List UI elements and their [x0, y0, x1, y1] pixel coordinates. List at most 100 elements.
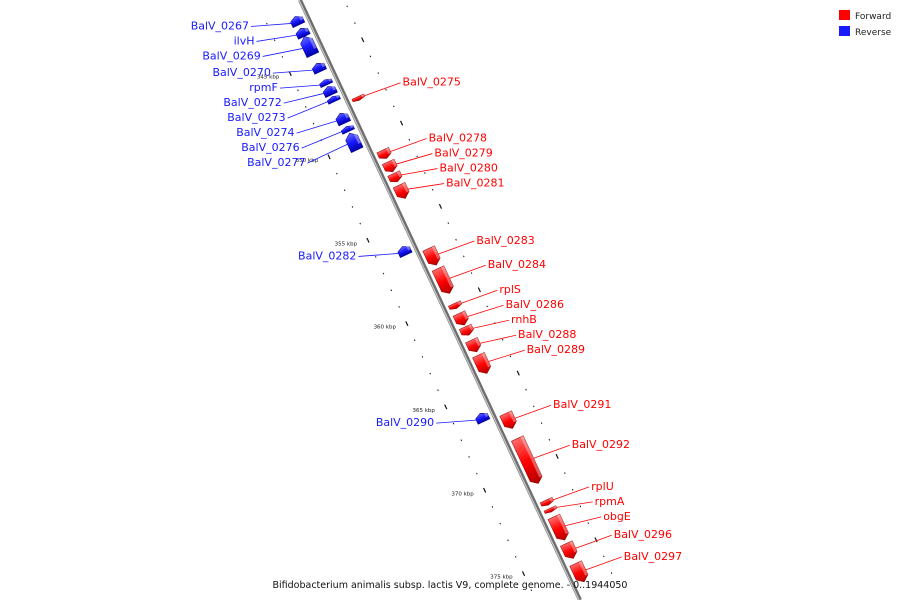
reverse-gene-label[interactable]: rpmF: [249, 81, 278, 94]
reverse-gene[interactable]: [396, 243, 413, 258]
forward-gene-arrow[interactable]: [392, 182, 411, 201]
forward-gene-arrow[interactable]: [452, 310, 470, 328]
gene-shine: [330, 83, 337, 91]
forward-gene[interactable]: [376, 147, 393, 161]
forward-gene-arrow[interactable]: [376, 147, 393, 161]
reverse-gene[interactable]: [334, 110, 352, 127]
reverse-gene[interactable]: [298, 33, 320, 58]
forward-gene[interactable]: [569, 560, 590, 585]
reverse-gene-label[interactable]: BalV_0274: [236, 126, 294, 139]
forward-gene[interactable]: [431, 265, 455, 296]
reverse-gene-label[interactable]: BalV_0269: [202, 49, 260, 62]
forward-gene-label[interactable]: BalV_0291: [553, 398, 611, 411]
reverse-gene-label[interactable]: BalV_0272: [223, 96, 281, 109]
reverse-gene-arrow[interactable]: [319, 77, 334, 88]
reverse-gene-label[interactable]: BalV_0276: [241, 141, 299, 154]
genome-axis-highlight: [298, 0, 580, 600]
reverse-gene[interactable]: [340, 123, 355, 135]
forward-gene[interactable]: [539, 497, 554, 507]
forward-gene-label[interactable]: rplU: [591, 480, 614, 493]
forward-gene[interactable]: [547, 513, 571, 543]
reverse-gene[interactable]: [311, 60, 327, 75]
forward-gene-arrow[interactable]: [431, 265, 455, 296]
reverse-gene[interactable]: [344, 130, 364, 153]
forward-gene-arrow[interactable]: [569, 560, 590, 585]
forward-gene[interactable]: [392, 182, 411, 201]
reverse-gene[interactable]: [319, 77, 334, 88]
reverse-gene[interactable]: [289, 13, 306, 28]
forward-gene-label[interactable]: BalV_0281: [446, 177, 504, 190]
legend-forward-label: Forward: [855, 12, 891, 22]
forward-gene-label[interactable]: rnhB: [511, 313, 537, 326]
forward-gene-arrow[interactable]: [465, 337, 483, 354]
kbp-tick-mark: [354, 22, 356, 24]
reverse-gene-arrow[interactable]: [289, 14, 306, 28]
reverse-gene-arrow[interactable]: [344, 130, 364, 153]
reverse-gene-label[interactable]: BalV_0290: [376, 416, 434, 429]
kbp-tick-mark: [424, 172, 426, 174]
reverse-gene-arrow[interactable]: [340, 124, 355, 135]
reverse-gene-label[interactable]: BalV_0270: [212, 66, 270, 79]
forward-gene-arrow[interactable]: [499, 410, 519, 431]
forward-gene-label[interactable]: BalV_0283: [476, 234, 534, 247]
forward-gene-label[interactable]: BalV_0289: [527, 343, 585, 356]
reverse-gene[interactable]: [295, 25, 311, 40]
forward-gene[interactable]: [448, 300, 463, 311]
reverse-gene[interactable]: [474, 410, 491, 425]
forward-gene-label[interactable]: rpmA: [595, 495, 625, 508]
reverse-gene-label[interactable]: BalV_0282: [298, 249, 356, 262]
forward-gene[interactable]: [511, 435, 544, 486]
kbp-tick-mark: [452, 422, 455, 425]
forward-gene-arrow[interactable]: [547, 513, 571, 543]
gene-shine: [303, 25, 309, 33]
gene-shine: [457, 300, 462, 306]
reverse-gene-label[interactable]: BalV_0273: [227, 111, 285, 124]
reverse-gene-arrow[interactable]: [295, 25, 311, 40]
reverse-gene-arrow[interactable]: [311, 60, 327, 75]
reverse-gene[interactable]: [326, 93, 341, 105]
forward-gene-label[interactable]: BalV_0284: [488, 258, 546, 271]
kbp-tick-label: 355 kbp: [335, 241, 358, 247]
forward-gene-arrow[interactable]: [458, 323, 475, 338]
forward-gene[interactable]: [387, 170, 404, 185]
forward-gene[interactable]: [458, 323, 475, 338]
forward-gene-arrow[interactable]: [422, 245, 443, 268]
reverse-gene-arrow[interactable]: [474, 410, 491, 425]
forward-gene[interactable]: [452, 310, 470, 328]
forward-gene-label[interactable]: BalV_0296: [614, 528, 672, 541]
forward-gene-arrow[interactable]: [472, 352, 493, 376]
forward-gene[interactable]: [422, 245, 443, 268]
forward-gene[interactable]: [472, 352, 493, 376]
reverse-gene-label[interactable]: BalV_0277: [247, 156, 305, 169]
forward-gene-arrow[interactable]: [381, 158, 398, 174]
reverse-gene[interactable]: [322, 83, 338, 98]
reverse-gene-label[interactable]: ilvH: [234, 34, 255, 47]
forward-gene-arrow[interactable]: [511, 435, 544, 486]
reverse-gene-arrow[interactable]: [298, 34, 320, 58]
forward-gene-label[interactable]: BalV_0278: [429, 132, 487, 145]
reverse-gene-arrow[interactable]: [396, 244, 413, 258]
forward-gene[interactable]: [499, 410, 519, 431]
forward-gene-label[interactable]: BalV_0286: [506, 298, 564, 311]
forward-gene-label[interactable]: BalV_0288: [518, 328, 576, 341]
gene-leader-line: [307, 143, 348, 164]
reverse-gene-arrow[interactable]: [326, 94, 341, 105]
forward-gene[interactable]: [543, 505, 558, 515]
forward-gene-label[interactable]: BalV_0292: [572, 438, 630, 451]
forward-gene-label[interactable]: BalV_0275: [403, 76, 461, 89]
forward-gene[interactable]: [351, 93, 366, 103]
forward-gene[interactable]: [465, 337, 483, 354]
forward-gene-label[interactable]: BalV_0297: [624, 550, 682, 563]
forward-gene-label[interactable]: BalV_0279: [434, 147, 492, 160]
forward-gene-label[interactable]: BalV_0280: [439, 162, 497, 175]
forward-gene-label[interactable]: obgE: [603, 510, 631, 523]
forward-gene-arrow[interactable]: [387, 170, 404, 185]
forward-gene-arrow[interactable]: [560, 540, 579, 561]
forward-gene[interactable]: [560, 540, 579, 561]
reverse-gene-arrow[interactable]: [334, 110, 352, 127]
gene-layer: [289, 13, 590, 585]
reverse-gene-label[interactable]: BalV_0267: [191, 19, 249, 32]
forward-gene-label[interactable]: rplS: [499, 283, 521, 296]
reverse-gene-arrow[interactable]: [322, 84, 338, 98]
forward-gene[interactable]: [381, 158, 398, 174]
